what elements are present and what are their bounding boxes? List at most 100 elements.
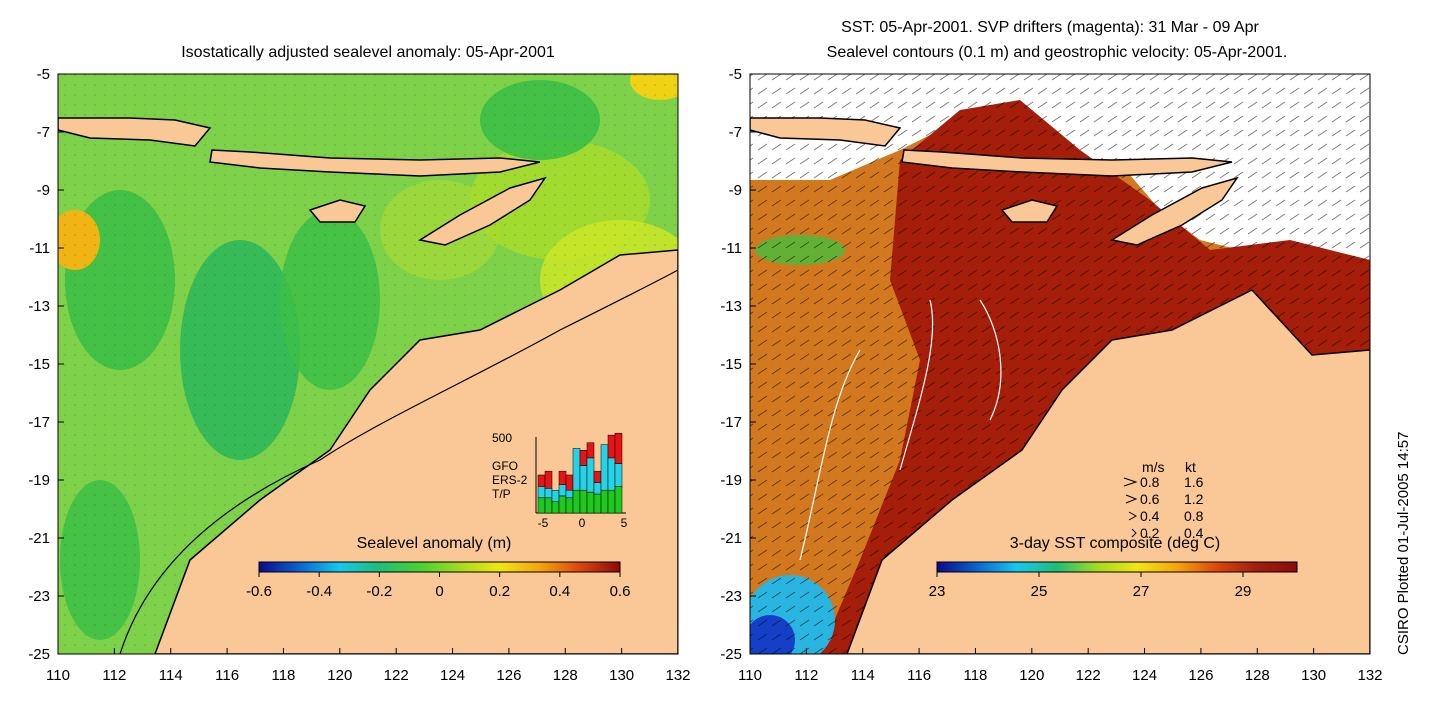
velocity-kt-value: 0.4 bbox=[1184, 525, 1204, 541]
x-tick-label: 132 bbox=[665, 667, 690, 684]
x-tick-label: 114 bbox=[159, 667, 183, 684]
inset-bar-ers bbox=[558, 484, 567, 497]
left-map-title: Isostatically adjusted sealevel anomaly:… bbox=[181, 44, 555, 61]
x-tick-label: 110 bbox=[738, 667, 762, 684]
x-tick-label: 114 bbox=[851, 667, 875, 684]
inset-bar-ers bbox=[607, 457, 616, 491]
colorbar-tick-label: 23 bbox=[929, 583, 946, 600]
x-tick-label: 122 bbox=[1076, 667, 1101, 684]
inset-bar-gfo bbox=[537, 474, 546, 487]
y-tick-label: -15 bbox=[720, 356, 742, 373]
inset-bar-tp bbox=[565, 497, 574, 514]
y-tick-label: -23 bbox=[720, 588, 742, 605]
y-tick-label: -15 bbox=[28, 356, 50, 373]
credit-line: CSIRO Plotted 01-Jul-2005 14:57 bbox=[1395, 432, 1412, 655]
inset-bar-ers bbox=[614, 463, 623, 487]
y-tick-label: -9 bbox=[37, 182, 50, 199]
velocity-legend-rows: 0.8 1.60.6 1.20.4 0.80.2 0.4 bbox=[1123, 474, 1204, 541]
colorbar-tick-label: 0.2 bbox=[489, 583, 510, 600]
y-tick-label: -7 bbox=[37, 124, 50, 141]
x-tick-label: 128 bbox=[1245, 667, 1270, 684]
velocity-legend-kt-header: kt bbox=[1185, 459, 1196, 475]
right-x-axis: 110 112 114 116 118 120 122 124 126 128 130 132 bbox=[738, 648, 1383, 684]
inset-bar-ers bbox=[593, 482, 602, 495]
x-tick-label: 130 bbox=[609, 667, 634, 684]
inset-bar-tp bbox=[537, 497, 546, 514]
velocity-kt-value: 1.6 bbox=[1184, 474, 1204, 490]
y-tick-label: -21 bbox=[720, 530, 742, 547]
inset-bar-tp bbox=[607, 489, 616, 514]
bathymetry-contour bbox=[119, 269, 678, 654]
inset-legend-entry: T/P bbox=[492, 487, 511, 501]
inset-bar-gfo bbox=[593, 470, 602, 483]
y-tick-label: -11 bbox=[29, 240, 50, 257]
y-tick-label: -21 bbox=[28, 530, 50, 547]
x-tick-label: 116 bbox=[907, 667, 931, 684]
colorbar-tick-label: 0.6 bbox=[610, 583, 631, 600]
inset-bar-ers bbox=[537, 486, 546, 499]
x-tick-label: 118 bbox=[271, 667, 295, 684]
inset-bar-tp bbox=[593, 493, 602, 514]
right-map-field bbox=[750, 74, 1370, 654]
colorbar-tick-label: 0 bbox=[435, 583, 443, 600]
inset-legend-entry: GFO bbox=[492, 459, 518, 473]
y-tick-label: -25 bbox=[720, 646, 742, 663]
inset-x-tick-label: 0 bbox=[579, 516, 586, 530]
left-x-axis: 110 112 114 116 118 120 122 124 126 128 130 132 bbox=[46, 648, 691, 684]
velocity-scale-arrow bbox=[1131, 528, 1137, 538]
x-tick-label: 128 bbox=[553, 667, 578, 684]
inset-x-ticks: -5 0 5 bbox=[538, 516, 628, 530]
y-tick-label: -17 bbox=[720, 414, 742, 431]
x-tick-label: 112 bbox=[794, 667, 818, 684]
right-colorbar: 3-day SST composite (deg C) 23 25 27 29 bbox=[929, 535, 1298, 600]
inset-bar-gfo bbox=[558, 470, 567, 485]
inset-bar-gfo bbox=[614, 432, 623, 464]
colorbar-tick-label: 25 bbox=[1031, 583, 1048, 600]
colorbar-tick-label: 0.4 bbox=[549, 583, 570, 600]
velocity-kt-value: 1.2 bbox=[1184, 491, 1204, 507]
x-tick-label: 126 bbox=[496, 667, 521, 684]
left-colorbar: Sealevel anomaly (m) -0.6 -0.4 -0.2 0 0.2 0.4… bbox=[246, 535, 630, 600]
right-map-title-line2: Sealevel contours (0.1 m) and geostrophi… bbox=[827, 44, 1288, 61]
velocity-ms-value: 0.6 bbox=[1140, 491, 1160, 507]
inset-bar-gfo bbox=[544, 470, 553, 489]
inset-x-tick-label: -5 bbox=[538, 516, 549, 530]
java-island bbox=[58, 117, 212, 147]
inset-y-label: 500 bbox=[492, 431, 512, 445]
left-colorbar-strip bbox=[258, 561, 621, 573]
inset-bar-gfo bbox=[565, 474, 574, 491]
inset-x-tick-label: 5 bbox=[621, 516, 628, 530]
left-map-panel: Isostatically adjusted sealevel anomaly:… bbox=[28, 44, 691, 684]
inset-legend-entry: ERS-2 bbox=[492, 473, 528, 487]
sumba-island bbox=[308, 199, 367, 223]
nusa-tenggara-islands bbox=[901, 149, 1233, 177]
right-colorbar-ticks: 23 25 27 29 bbox=[929, 572, 1251, 600]
y-tick-label: -7 bbox=[729, 124, 742, 141]
velocity-ms-value: 0.2 bbox=[1140, 525, 1160, 541]
x-tick-label: 120 bbox=[1019, 667, 1044, 684]
inset-bar-ers bbox=[551, 489, 560, 502]
y-tick-label: -25 bbox=[28, 646, 50, 663]
x-tick-label: 116 bbox=[215, 667, 239, 684]
velocity-legend-ms-header: m/s bbox=[1142, 459, 1165, 475]
inset-bar-ers bbox=[565, 489, 574, 499]
velocity-ms-value: 0.4 bbox=[1140, 508, 1160, 524]
velocity-scale-arrow bbox=[1128, 511, 1138, 521]
inset-bar-tp bbox=[544, 497, 553, 514]
velocity-kt-value: 0.8 bbox=[1184, 508, 1204, 524]
colorbar-tick-label: -0.2 bbox=[366, 583, 392, 600]
inset-bar-ers bbox=[544, 488, 553, 499]
inset-bar-tp bbox=[558, 495, 567, 514]
inset-bar-tp bbox=[572, 489, 581, 514]
inset-bar-tp bbox=[600, 489, 609, 514]
left-map-field bbox=[58, 74, 678, 654]
colorbar-tick-label: 27 bbox=[1133, 583, 1150, 600]
sealevel-contours bbox=[799, 299, 1002, 561]
x-tick-label: 120 bbox=[327, 667, 352, 684]
timor-island bbox=[1110, 176, 1239, 246]
y-tick-label: -5 bbox=[729, 66, 742, 83]
left-y-axis: -5 -7 -9 -11 -13 -15 -17 -19 -21 -23 -25 bbox=[28, 66, 64, 663]
